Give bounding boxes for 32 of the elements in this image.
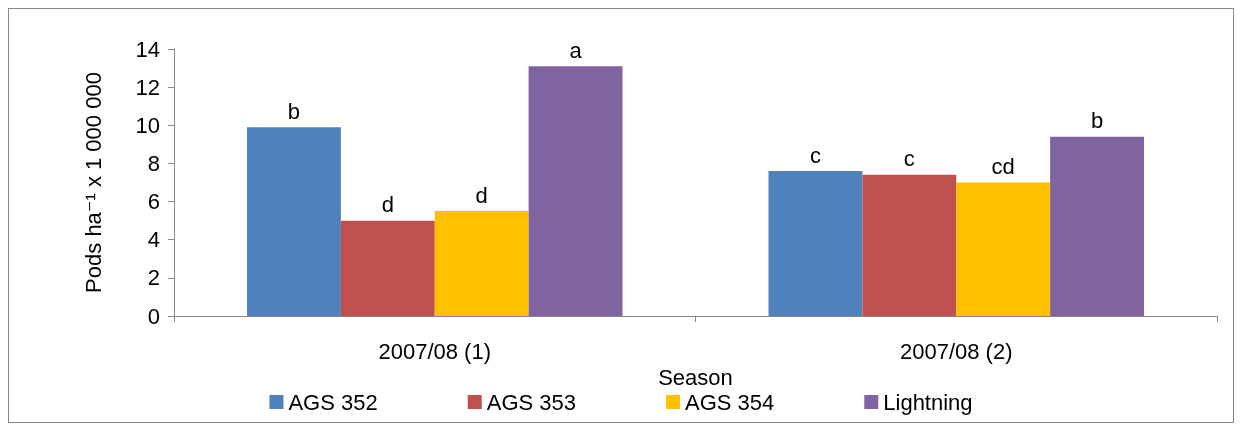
bar	[340, 220, 435, 316]
y-axis-title: Pods ha⁻¹ x 1 000 000	[80, 72, 106, 293]
data-label: d	[381, 192, 394, 218]
x-tick-label: 2007/08 (2)	[899, 338, 1013, 364]
y-tick-label: 0	[147, 303, 160, 329]
y-tick-label: 12	[135, 74, 160, 100]
bar	[862, 174, 957, 316]
data-label: b	[287, 98, 301, 124]
data-label: b	[1090, 108, 1104, 134]
y-tick-label: 14	[135, 36, 160, 62]
data-label: cd	[991, 154, 1015, 179]
data-label: d	[475, 182, 488, 208]
legend-label: Lightning	[883, 389, 973, 415]
legend-label: AGS 352	[288, 389, 378, 415]
bar	[434, 211, 529, 316]
bar	[528, 66, 623, 316]
y-tick-label: 8	[147, 150, 160, 176]
x-tick-label: 2007/08 (1)	[378, 338, 492, 364]
bar	[247, 127, 341, 316]
bar	[768, 171, 863, 316]
data-label: c	[903, 146, 915, 172]
data-label: c	[809, 142, 821, 168]
x-axis-title: Season	[658, 365, 733, 391]
y-tick-label: 2	[147, 265, 160, 291]
data-label: a	[569, 37, 583, 63]
legend-label: AGS 353	[486, 389, 576, 415]
bar	[956, 182, 1051, 316]
bar	[1050, 136, 1144, 316]
y-tick-label: 6	[147, 189, 160, 215]
legend-label: AGS 354	[684, 389, 775, 415]
y-tick-label: 4	[147, 227, 160, 253]
y-tick-label: 10	[135, 112, 160, 138]
